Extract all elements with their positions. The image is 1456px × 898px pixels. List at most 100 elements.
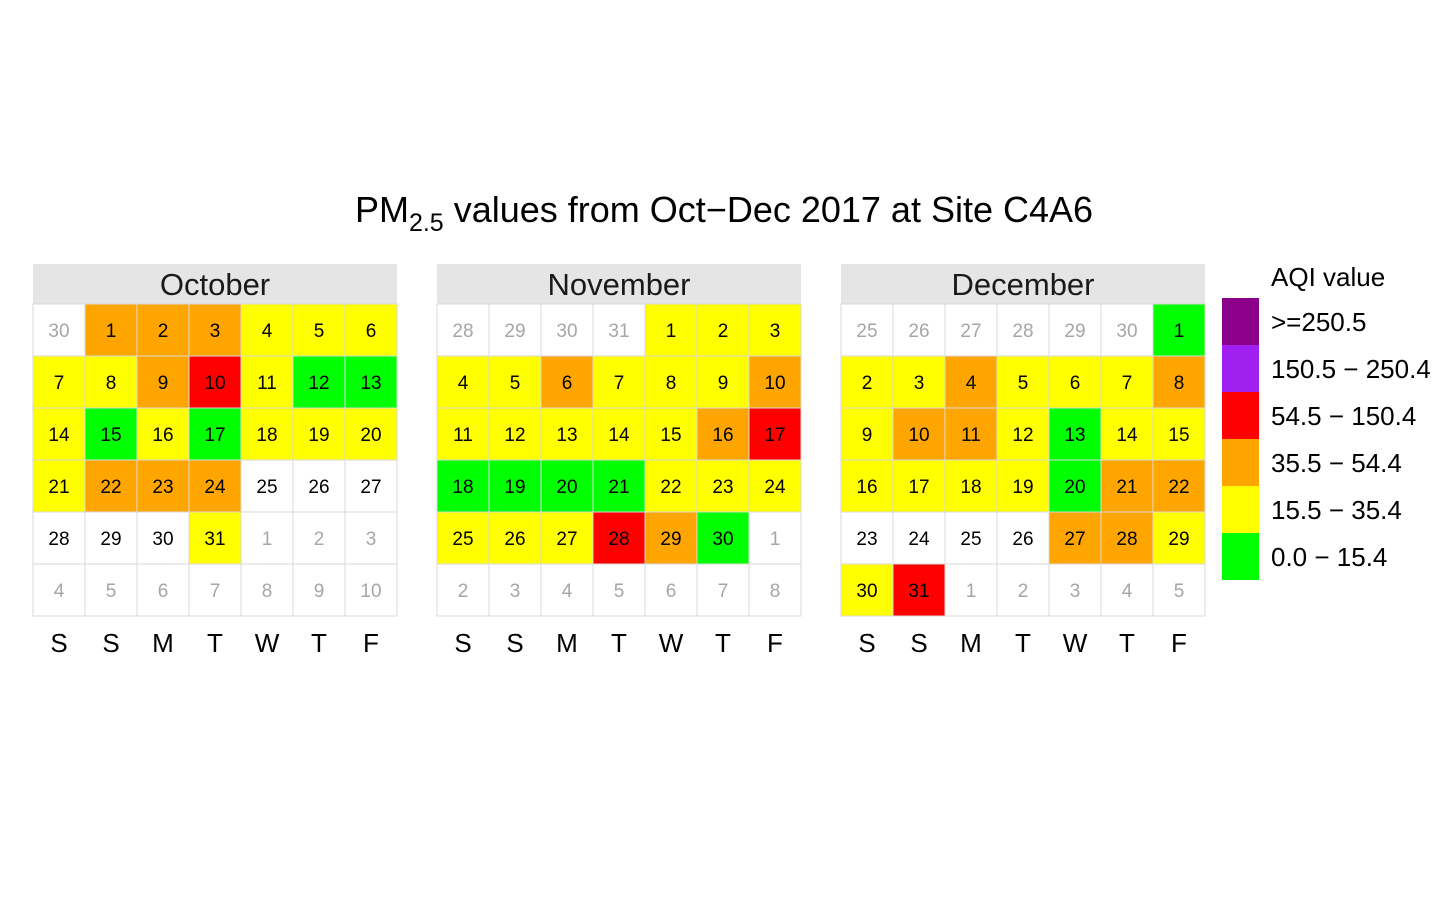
- day-number: 20: [1064, 477, 1085, 498]
- day-cell: [1048, 563, 1102, 617]
- day-cell: [944, 511, 998, 565]
- day-number: 31: [908, 581, 929, 602]
- day-number: 7: [210, 581, 221, 602]
- day-number: 5: [106, 581, 117, 602]
- day-cell: [540, 563, 594, 617]
- legend-swatch: [1222, 486, 1259, 533]
- day-number: 31: [608, 321, 629, 342]
- weekday-label: M: [960, 628, 982, 658]
- day-number: 9: [862, 425, 873, 446]
- weekday-label: T: [1119, 628, 1135, 658]
- day-number: 2: [158, 321, 169, 342]
- day-cell: [240, 459, 294, 513]
- day-cell: [944, 563, 998, 617]
- day-cell: [136, 303, 190, 357]
- day-cell: [84, 407, 138, 461]
- month-strip: [841, 264, 1205, 304]
- day-number: 17: [908, 477, 929, 498]
- chart-title: PM2.5 values from Oct−Dec 2017 at Site C…: [355, 189, 1093, 237]
- day-number: 17: [204, 425, 225, 446]
- weekday-label: S: [454, 628, 471, 658]
- day-number: 18: [960, 477, 981, 498]
- day-cell: [644, 563, 698, 617]
- day-cell: [748, 511, 802, 565]
- day-number: 23: [152, 477, 173, 498]
- day-number: 10: [204, 373, 225, 394]
- day-number: 21: [608, 477, 629, 498]
- day-number: 9: [158, 373, 169, 394]
- day-cell: [892, 355, 946, 409]
- day-number: 6: [666, 581, 677, 602]
- day-number: 25: [960, 529, 981, 550]
- day-number: 20: [360, 425, 381, 446]
- day-number: 22: [1168, 477, 1189, 498]
- day-number: 13: [360, 373, 381, 394]
- day-number: 23: [856, 529, 877, 550]
- day-number: 19: [504, 477, 525, 498]
- day-number: 8: [770, 581, 781, 602]
- day-cell: [84, 459, 138, 513]
- day-cell: [188, 563, 242, 617]
- day-cell: [1100, 407, 1154, 461]
- day-number: 30: [152, 529, 173, 550]
- day-cell: [436, 355, 490, 409]
- day-cell: [32, 511, 86, 565]
- day-cell: [644, 407, 698, 461]
- day-number: 30: [856, 581, 877, 602]
- day-cell: [136, 407, 190, 461]
- weekday-label: W: [255, 628, 280, 658]
- day-number: 7: [1122, 373, 1133, 394]
- day-number: 23: [712, 477, 733, 498]
- weekday-label: S: [102, 628, 119, 658]
- weekday-label: F: [1171, 628, 1187, 658]
- day-cell: [1152, 407, 1206, 461]
- day-number: 15: [1168, 425, 1189, 446]
- day-number: 10: [908, 425, 929, 446]
- day-cell: [840, 563, 894, 617]
- day-number: 21: [1116, 477, 1137, 498]
- day-number: 24: [204, 477, 226, 498]
- weekday-label: F: [363, 628, 379, 658]
- chart-title-subscript: 2.5: [409, 209, 444, 237]
- day-cell: [996, 511, 1050, 565]
- day-number: 4: [54, 581, 65, 602]
- day-number: 24: [764, 477, 786, 498]
- legend-swatch: [1222, 345, 1259, 392]
- day-number: 5: [1174, 581, 1185, 602]
- day-cell: [696, 563, 750, 617]
- day-number: 15: [100, 425, 121, 446]
- month-strip: [33, 264, 397, 304]
- day-number: 3: [210, 321, 221, 342]
- weekday-label: T: [611, 628, 627, 658]
- day-number: 26: [504, 529, 525, 550]
- day-number: 3: [510, 581, 521, 602]
- day-cell: [1152, 459, 1206, 513]
- day-cell: [436, 511, 490, 565]
- day-number: 5: [510, 373, 521, 394]
- day-cell: [892, 511, 946, 565]
- legend-label: 35.5 − 54.4: [1271, 448, 1402, 478]
- month-label: November: [548, 267, 691, 302]
- day-number: 28: [48, 529, 69, 550]
- day-number: 29: [660, 529, 681, 550]
- day-cell: [1100, 563, 1154, 617]
- day-number: 29: [100, 529, 121, 550]
- legend-swatch: [1222, 439, 1259, 486]
- weekday-label: T: [311, 628, 327, 658]
- day-cell: [840, 407, 894, 461]
- day-cell: [436, 303, 490, 357]
- chart-title-main: PM: [355, 189, 409, 230]
- day-number: 30: [556, 321, 577, 342]
- day-cell: [136, 563, 190, 617]
- day-number: 30: [712, 529, 733, 550]
- day-number: 13: [1064, 425, 1085, 446]
- day-number: 2: [458, 581, 469, 602]
- day-cell: [892, 407, 946, 461]
- day-cell: [488, 407, 542, 461]
- day-cell: [840, 355, 894, 409]
- day-cell: [996, 459, 1050, 513]
- day-number: 16: [712, 425, 733, 446]
- day-number: 5: [314, 321, 325, 342]
- day-number: 1: [106, 321, 117, 342]
- day-number: 3: [914, 373, 925, 394]
